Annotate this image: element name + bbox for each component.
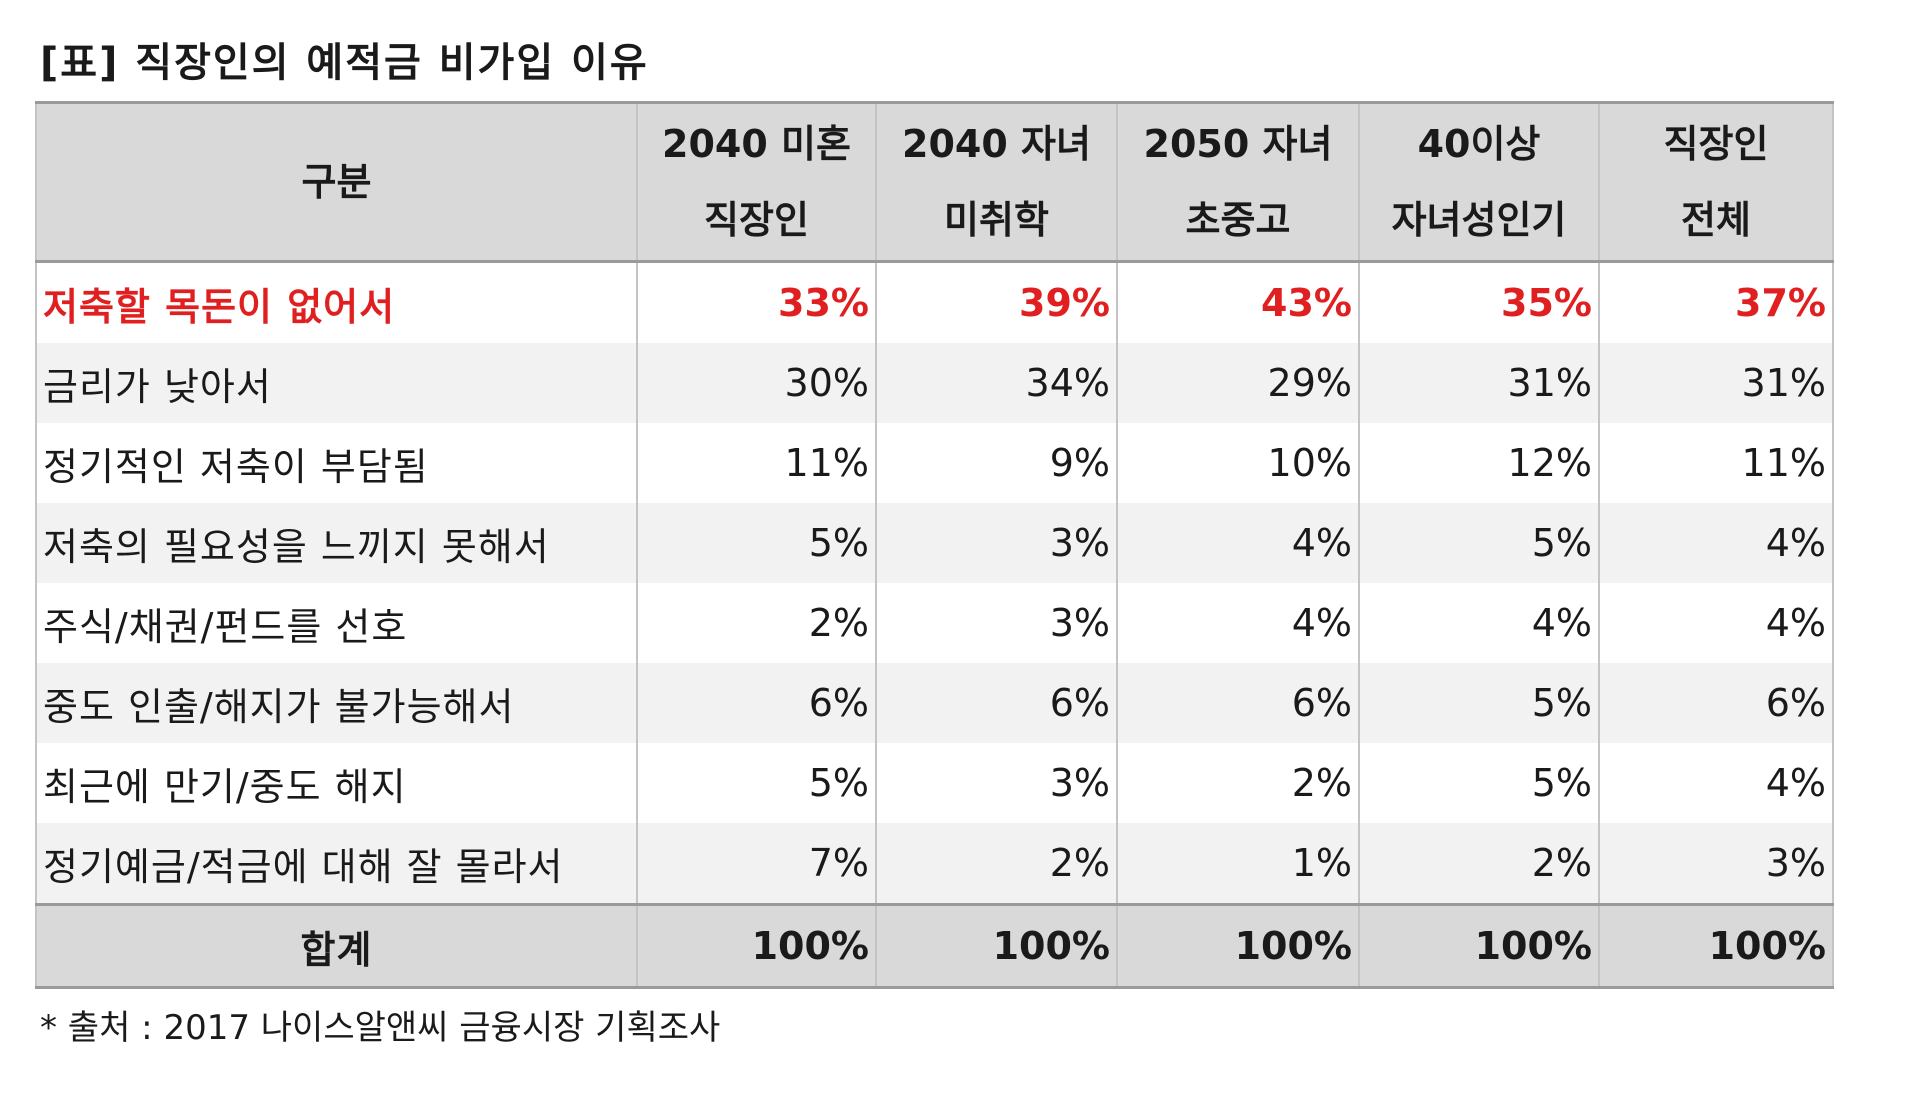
row-label: 금리가 낮아서 <box>35 343 638 423</box>
cell-value: 34% <box>875 343 1118 423</box>
cell-value: 33% <box>636 261 877 343</box>
table-row: 금리가 낮아서 30% 34% 29% 31% 31% <box>35 343 1834 423</box>
header-40plus: 40이상 자녀성인기 <box>1358 102 1600 263</box>
header-line: 자녀성인기 <box>1391 198 1567 242</box>
cell-value: 31% <box>1358 343 1600 423</box>
cell-value: 4% <box>1598 743 1834 823</box>
header-2050-school: 2050 자녀 초중고 <box>1116 102 1360 263</box>
cell-value: 37% <box>1598 261 1834 343</box>
table-row: 정기예금/적금에 대해 잘 몰라서 7% 2% 1% 2% 3% <box>35 823 1834 905</box>
table-caption: [표] 직장인의 예적금 비가입 이유 <box>40 40 649 86</box>
header-line: 초중고 <box>1185 198 1291 242</box>
cell-value: 6% <box>875 663 1118 743</box>
cell-value: 2% <box>1116 743 1360 823</box>
total-value: 100% <box>1116 903 1360 988</box>
total-row: 합계 100% 100% 100% 100% 100% <box>35 903 1834 988</box>
cell-value: 10% <box>1116 423 1360 503</box>
total-value: 100% <box>875 903 1118 988</box>
cell-value: 31% <box>1598 343 1834 423</box>
cell-value: 3% <box>875 503 1118 583</box>
total-value: 100% <box>1598 903 1834 988</box>
table-body: 저축할 목돈이 없어서 33% 39% 43% 35% 37% 금리가 낮아서 … <box>35 261 1834 905</box>
row-label: 정기예금/적금에 대해 잘 몰라서 <box>35 823 638 905</box>
cell-value: 30% <box>636 343 877 423</box>
header-line: 구분 <box>301 160 372 204</box>
cell-value: 3% <box>875 583 1118 663</box>
table-row: 정기적인 저축이 부담됨 11% 9% 10% 12% 11% <box>35 423 1834 503</box>
header-line: 미취학 <box>944 198 1049 242</box>
header-line: 전체 <box>1681 198 1751 242</box>
cell-value: 9% <box>875 423 1118 503</box>
header-2040-preschool: 2040 자녀 미취학 <box>875 102 1118 263</box>
header-category: 구분 <box>35 102 638 263</box>
header-line: 2040 미혼 <box>662 122 851 166</box>
cell-value: 6% <box>1598 663 1834 743</box>
cell-value: 35% <box>1358 261 1600 343</box>
header-line: 직장인 <box>704 198 809 242</box>
reasons-table: 구분 2040 미혼 직장인 2040 자녀 미취학 2050 자녀 초중고 4… <box>35 101 1834 989</box>
cell-value: 2% <box>1358 823 1600 905</box>
row-label: 저축할 목돈이 없어서 <box>35 261 638 343</box>
table-footer: 합계 100% 100% 100% 100% 100% <box>35 903 1834 988</box>
cell-value: 11% <box>636 423 877 503</box>
cell-value: 4% <box>1598 583 1834 663</box>
row-label: 저축의 필요성을 느끼지 못해서 <box>35 503 638 583</box>
cell-value: 2% <box>636 583 877 663</box>
total-label: 합계 <box>35 903 638 988</box>
row-label: 정기적인 저축이 부담됨 <box>35 423 638 503</box>
header-line: 2050 자녀 <box>1143 122 1333 166</box>
cell-value: 5% <box>1358 743 1600 823</box>
cell-value: 11% <box>1598 423 1834 503</box>
cell-value: 43% <box>1116 261 1360 343</box>
cell-value: 6% <box>1116 663 1360 743</box>
row-label: 중도 인출/해지가 불가능해서 <box>35 663 638 743</box>
cell-value: 6% <box>636 663 877 743</box>
header-line: 40이상 <box>1417 122 1541 166</box>
cell-value: 4% <box>1358 583 1600 663</box>
cell-value: 4% <box>1598 503 1834 583</box>
cell-value: 4% <box>1116 583 1360 663</box>
cell-value: 39% <box>875 261 1118 343</box>
table-row: 저축의 필요성을 느끼지 못해서 5% 3% 4% 5% 4% <box>35 503 1834 583</box>
cell-value: 29% <box>1116 343 1360 423</box>
cell-value: 3% <box>875 743 1118 823</box>
total-value: 100% <box>636 903 877 988</box>
cell-value: 3% <box>1598 823 1834 905</box>
header-line: 직장인 <box>1663 122 1769 166</box>
cell-value: 5% <box>636 743 877 823</box>
row-label: 최근에 만기/중도 해지 <box>35 743 638 823</box>
cell-value: 2% <box>875 823 1118 905</box>
row-label: 주식/채권/펀드를 선호 <box>35 583 638 663</box>
cell-value: 5% <box>1358 503 1600 583</box>
source-note: * 출처 : 2017 나이스알앤씨 금융시장 기획조사 <box>40 1008 721 1048</box>
total-value: 100% <box>1358 903 1600 988</box>
table-row: 저축할 목돈이 없어서 33% 39% 43% 35% 37% <box>35 261 1834 343</box>
cell-value: 1% <box>1116 823 1360 905</box>
table-row: 주식/채권/펀드를 선호 2% 3% 4% 4% 4% <box>35 583 1834 663</box>
cell-value: 4% <box>1116 503 1360 583</box>
table-row: 중도 인출/해지가 불가능해서 6% 6% 6% 5% 6% <box>35 663 1834 743</box>
cell-value: 5% <box>1358 663 1600 743</box>
cell-value: 7% <box>636 823 877 905</box>
table-row: 최근에 만기/중도 해지 5% 3% 2% 5% 4% <box>35 743 1834 823</box>
cell-value: 5% <box>636 503 877 583</box>
header-2040-single: 2040 미혼 직장인 <box>636 102 877 263</box>
header-all-workers: 직장인 전체 <box>1598 102 1834 263</box>
table-header: 구분 2040 미혼 직장인 2040 자녀 미취학 2050 자녀 초중고 4… <box>35 102 1834 263</box>
header-line: 2040 자녀 <box>902 122 1091 166</box>
cell-value: 12% <box>1358 423 1600 503</box>
